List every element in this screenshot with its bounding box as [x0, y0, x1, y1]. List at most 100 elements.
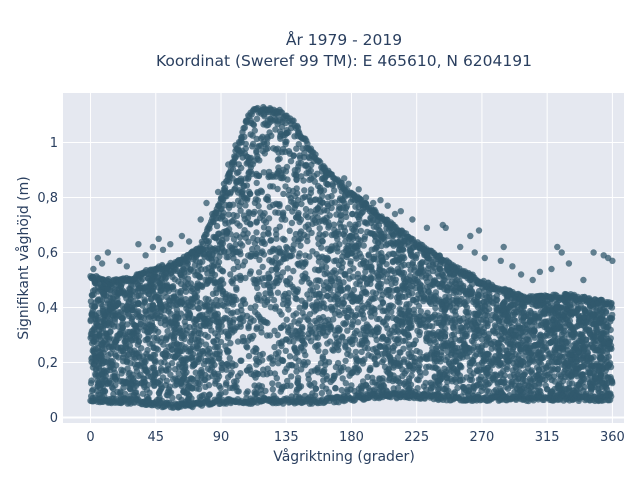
data-point — [500, 312, 507, 320]
data-point — [193, 316, 200, 323]
data-point — [409, 367, 416, 374]
data-point — [308, 175, 315, 182]
data-point — [360, 242, 367, 249]
data-point — [342, 307, 349, 314]
data-point — [315, 347, 322, 354]
data-point — [328, 204, 335, 212]
data-point — [346, 295, 354, 302]
data-point — [268, 259, 276, 266]
data-point — [282, 141, 289, 148]
data-point — [334, 359, 342, 367]
data-point — [342, 209, 349, 216]
data-point — [273, 266, 280, 273]
data-point — [572, 365, 580, 372]
data-point — [335, 275, 342, 283]
data-point — [252, 277, 259, 284]
data-point — [247, 304, 254, 311]
data-point — [212, 378, 219, 385]
data-point — [328, 192, 335, 200]
data-point — [182, 296, 189, 303]
data-point — [346, 275, 353, 282]
data-point — [289, 187, 297, 195]
data-point — [212, 311, 219, 318]
data-point — [304, 233, 311, 240]
data-point — [187, 345, 195, 352]
data-point — [480, 316, 487, 323]
data-point — [307, 322, 314, 330]
data-point — [236, 272, 244, 280]
data-point — [600, 344, 608, 351]
data-point — [157, 359, 165, 366]
data-point — [103, 321, 111, 329]
data-point — [275, 245, 283, 252]
data-point — [296, 317, 303, 324]
data-point — [432, 289, 440, 296]
data-point — [502, 354, 510, 361]
data-point — [482, 355, 490, 363]
data-point — [115, 289, 123, 297]
data-point — [462, 301, 469, 308]
data-point — [284, 265, 291, 272]
data-point — [563, 359, 570, 367]
data-point — [573, 323, 581, 330]
data-point — [227, 231, 234, 238]
data-point — [136, 333, 143, 340]
data-point — [195, 329, 202, 337]
data-point — [197, 322, 204, 330]
data-point — [293, 295, 300, 303]
data-point — [259, 263, 266, 271]
data-point — [326, 338, 334, 345]
data-point — [413, 316, 420, 323]
data-point — [292, 202, 299, 209]
data-point — [130, 375, 137, 382]
data-point — [451, 335, 459, 342]
data-point — [440, 320, 447, 327]
data-point — [255, 269, 263, 276]
data-point — [272, 209, 279, 216]
data-point — [149, 288, 157, 295]
data-point — [339, 286, 347, 294]
data-point — [212, 279, 219, 286]
data-point — [312, 196, 319, 203]
data-point — [280, 322, 287, 329]
data-point — [224, 332, 232, 339]
data-point — [291, 290, 299, 298]
data-point — [343, 313, 351, 320]
data-point — [317, 316, 324, 323]
data-point — [364, 345, 372, 352]
data-point — [437, 376, 445, 383]
data-point — [234, 249, 242, 256]
data-point — [241, 150, 248, 157]
data-point — [581, 346, 588, 353]
data-point — [306, 295, 313, 302]
data-point — [522, 321, 529, 328]
data-point — [260, 169, 268, 176]
data-point — [126, 346, 134, 353]
data-point — [147, 306, 154, 313]
data-point — [423, 335, 430, 342]
data-point — [468, 376, 476, 383]
data-point — [305, 317, 312, 324]
data-point — [270, 283, 277, 290]
data-point — [440, 386, 447, 393]
data-point — [568, 373, 575, 381]
data-point — [282, 347, 289, 354]
data-point — [461, 340, 468, 348]
data-point — [163, 285, 171, 293]
data-point — [213, 234, 220, 241]
data-point — [288, 245, 296, 253]
data-point — [178, 334, 185, 342]
data-point — [92, 316, 99, 323]
data-point — [435, 312, 442, 319]
data-point — [253, 115, 261, 123]
data-point — [97, 323, 104, 330]
data-point — [563, 316, 571, 323]
data-point — [298, 160, 305, 167]
data-point — [218, 359, 225, 367]
data-point — [501, 379, 508, 386]
data-point — [352, 348, 360, 356]
data-point — [349, 318, 357, 325]
data-point — [347, 290, 354, 297]
data-point — [406, 375, 413, 382]
data-point — [290, 267, 297, 275]
